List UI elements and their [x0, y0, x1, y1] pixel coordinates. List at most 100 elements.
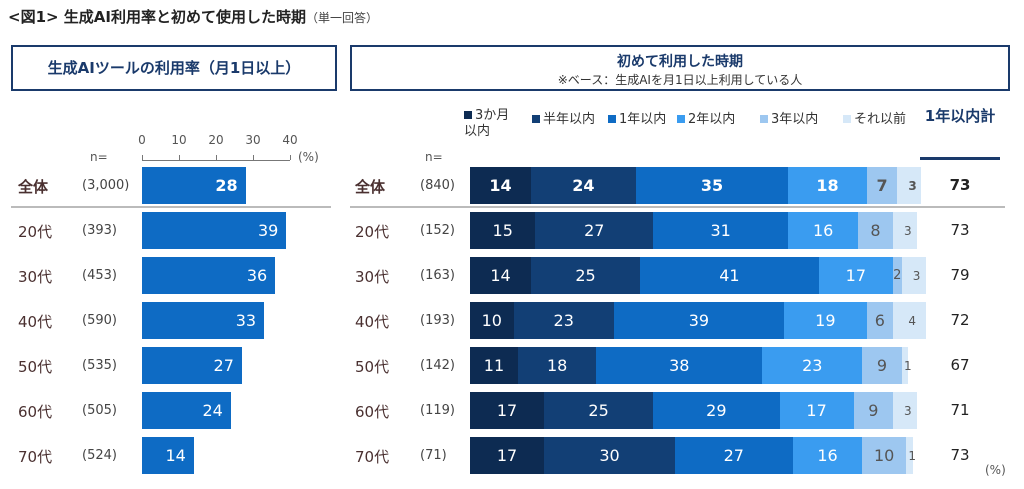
segment-半年以内: 27 — [535, 212, 654, 249]
segment-1年以内: 35 — [635, 167, 789, 204]
segment-2年以内: 17 — [818, 257, 893, 294]
left-n-value: (505) — [82, 403, 117, 418]
segment-3年以内: 9 — [862, 347, 902, 384]
right-separator — [350, 206, 1005, 208]
left-n-value: (524) — [82, 448, 117, 463]
segment-半年以内: 23 — [513, 302, 614, 339]
segment-1年以内: 41 — [640, 257, 819, 294]
x-tick-label: 40 — [282, 133, 298, 147]
left-bar-全体: 28 — [142, 167, 246, 204]
right-n-value: (840) — [420, 178, 455, 193]
x-tick-label: 20 — [208, 133, 224, 147]
segment-2年以内: 23 — [762, 347, 863, 384]
segment-2年以内: 18 — [788, 167, 867, 204]
total-value: 73 — [950, 446, 970, 464]
total-value: 72 — [950, 311, 970, 329]
left-row-label: 20代 — [18, 223, 53, 241]
legend-label: 3か月以内 — [464, 108, 510, 139]
segment-半年以内: 18 — [517, 347, 597, 384]
right-panel-subtitle: ※ベース：生成AIを月1日以上利用している人 — [557, 73, 803, 87]
left-bar-20代: 39 — [142, 212, 287, 249]
right-row-label: 60代 — [355, 403, 390, 421]
segment-3か月以内: 11 — [470, 347, 518, 384]
segment-3年以内: 7 — [866, 167, 898, 204]
segment-3か月以内: 14 — [470, 257, 532, 294]
legend-item: 3年以内 — [760, 108, 818, 127]
segment-それ以前: 3 — [901, 257, 926, 294]
segment-2年以内: 16 — [788, 212, 859, 249]
segment-3年以内: 9 — [853, 392, 893, 429]
total-value: 71 — [950, 401, 970, 419]
segment-3年以内: 2 — [892, 257, 902, 294]
segment-1年以内: 39 — [613, 302, 784, 339]
legend-item: それ以前 — [843, 108, 906, 127]
legend-label: 1年以内 — [619, 112, 667, 127]
segment-3年以内: 8 — [858, 212, 893, 249]
segment-それ以前: 1 — [901, 347, 912, 384]
right-row-label: 全体 — [355, 178, 386, 196]
right-n-value: (193) — [420, 313, 455, 328]
left-row-label: 全体 — [18, 178, 49, 196]
segment-3年以内: 6 — [866, 302, 893, 339]
segment-3か月以内: 10 — [470, 302, 514, 339]
left-panel-header: 生成AIツールの利用率（月1日以上） — [11, 45, 337, 91]
left-n-value: (535) — [82, 358, 117, 373]
segment-それ以前: 3 — [892, 212, 918, 249]
title-text: <図1> 生成AI利用率と初めて使用した時期 — [8, 8, 306, 26]
right-row-label: 50代 — [355, 358, 390, 376]
right-panel-header: 初めて利用した時期 ※ベース：生成AIを月1日以上利用している人 — [350, 45, 1010, 91]
right-row-label: 70代 — [355, 448, 390, 466]
left-bar-30代: 36 — [142, 257, 276, 294]
left-n-value: (590) — [82, 313, 117, 328]
segment-3年以内: 10 — [862, 437, 906, 474]
x-tick-mark — [179, 155, 180, 160]
figure-title: <図1> 生成AI利用率と初めて使用した時期（単一回答） — [8, 6, 378, 27]
segment-1年以内: 27 — [674, 437, 793, 474]
title-note: （単一回答） — [306, 11, 379, 25]
left-row-label: 40代 — [18, 313, 53, 331]
segment-1年以内: 29 — [653, 392, 780, 429]
segment-それ以前: 3 — [897, 167, 922, 204]
segment-3か月以内: 17 — [470, 392, 545, 429]
total-header: 1年以内計 — [924, 107, 996, 125]
segment-1年以内: 31 — [653, 212, 789, 249]
left-separator — [11, 206, 331, 208]
left-unit: (%) — [298, 150, 319, 164]
segment-それ以前: 3 — [892, 392, 918, 429]
left-row-label: 50代 — [18, 358, 53, 376]
segment-2年以内: 17 — [779, 392, 854, 429]
right-n-value: (119) — [420, 403, 455, 418]
segment-3か月以内: 14 — [470, 167, 532, 204]
total-value: 79 — [950, 266, 970, 284]
right-unit: (%) — [985, 463, 1006, 477]
right-n-value: (142) — [420, 358, 455, 373]
right-row-label: 30代 — [355, 268, 390, 286]
legend-swatch — [608, 115, 616, 123]
x-tick-label: 10 — [171, 133, 187, 147]
right-row-label: 40代 — [355, 313, 390, 331]
legend-swatch — [464, 111, 472, 119]
legend-item: 2年以内 — [677, 108, 735, 127]
right-panel-title: 初めて利用した時期 — [617, 54, 743, 70]
right-row-label: 20代 — [355, 223, 390, 241]
left-bar-70代: 14 — [142, 437, 194, 474]
total-value: 67 — [950, 356, 970, 374]
total-value: 73 — [949, 176, 971, 194]
right-n-value: (163) — [420, 268, 455, 283]
segment-3か月以内: 15 — [470, 212, 536, 249]
left-row-label: 30代 — [18, 268, 53, 286]
right-n-value: (152) — [420, 223, 455, 238]
segment-2年以内: 19 — [783, 302, 867, 339]
segment-それ以前: 1 — [906, 437, 916, 474]
segment-それ以前: 4 — [892, 302, 926, 339]
segment-2年以内: 16 — [792, 437, 863, 474]
x-tick-mark — [142, 155, 143, 160]
legend-swatch — [760, 115, 768, 123]
legend-label: 半年以内 — [543, 112, 596, 127]
legend-swatch — [843, 115, 851, 123]
left-row-label: 60代 — [18, 403, 53, 421]
left-row-label: 70代 — [18, 448, 53, 466]
segment-半年以内: 30 — [544, 437, 675, 474]
left-n-value: (453) — [82, 268, 117, 283]
x-tick-mark — [290, 155, 291, 160]
